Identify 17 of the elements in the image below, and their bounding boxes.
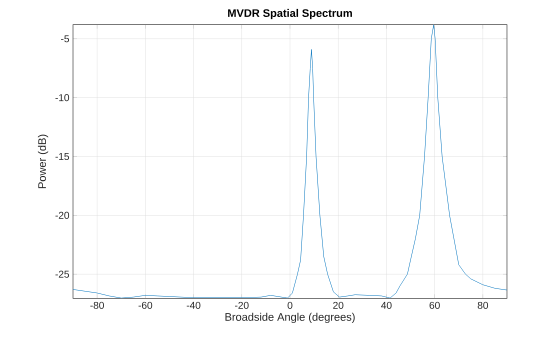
y-axis-title: Power (dB) xyxy=(38,134,48,188)
x-tick-label: -20 xyxy=(234,302,249,309)
x-tick-label: -80 xyxy=(90,302,104,309)
x-tick-label: 80 xyxy=(478,302,488,309)
x-tick-label: 40 xyxy=(381,302,392,309)
y-tick-label: -5 xyxy=(61,35,70,42)
x-tick-label: -40 xyxy=(186,302,200,309)
x-tick-label: 0 xyxy=(288,302,292,309)
x-tick-label: 20 xyxy=(333,302,344,309)
y-tick-label: -10 xyxy=(55,94,70,102)
x-axis-title: Broadside Angle (degrees) xyxy=(225,312,355,324)
y-tick-label: -20 xyxy=(55,212,70,219)
chart-title: MVDR Spatial Spectrum xyxy=(228,8,352,20)
x-tick-label: -60 xyxy=(138,302,152,309)
y-tick-label: -25 xyxy=(55,270,70,278)
y-tick-label: -15 xyxy=(55,152,70,160)
x-tick-label: 60 xyxy=(430,302,440,309)
